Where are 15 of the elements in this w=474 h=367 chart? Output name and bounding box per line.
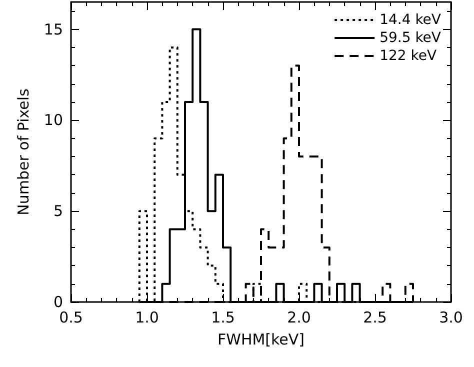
legend-label: 14.4 keV (380, 12, 442, 28)
y-tick-label: 5 (53, 202, 63, 220)
y-tick-label: 10 (44, 111, 63, 130)
x-axis-title: FWHM[keV] (217, 330, 305, 348)
legend-label: 122 keV (380, 48, 437, 64)
x-tick-label: 1.0 (135, 308, 159, 326)
x-tick-label: 2.0 (287, 308, 311, 326)
y-axis-title: Number of Pixels (14, 88, 32, 216)
x-tick-label: 0.5 (59, 308, 83, 326)
y-tick-label: 15 (44, 20, 63, 38)
x-tick-label: 3.0 (439, 308, 463, 326)
x-tick-label: 1.5 (211, 308, 235, 326)
legend-label: 59.5 keV (380, 30, 442, 46)
x-tick-label: 2.5 (363, 308, 387, 326)
y-tick-label: 0 (53, 293, 63, 311)
